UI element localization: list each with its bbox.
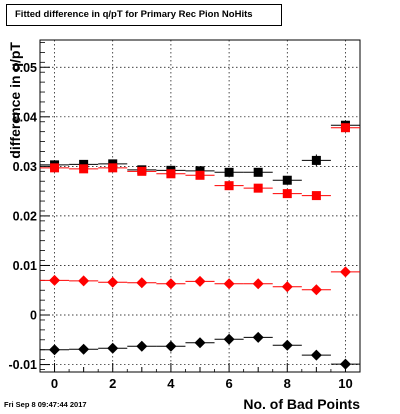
data-point-square [224, 181, 234, 191]
data-series [40, 123, 360, 201]
data-point-diamond [194, 337, 206, 349]
data-point-square [195, 170, 205, 180]
y-tick-label: 0 [30, 309, 37, 323]
data-point-square [108, 163, 118, 173]
data-point-square [253, 183, 263, 193]
data-point-square [50, 163, 60, 173]
y-tick-label: -0.01 [9, 358, 38, 372]
x-tick-label: 10 [338, 376, 352, 391]
data-point-diamond [310, 349, 322, 361]
data-point-square [340, 123, 350, 133]
data-point-diamond [310, 284, 322, 296]
data-point-diamond [107, 276, 119, 288]
data-point-square [224, 167, 234, 177]
y-tick-label: 0.03 [13, 160, 37, 174]
plot-frame [39, 39, 361, 373]
y-tick-label: 0.04 [13, 110, 37, 124]
data-point-diamond [49, 344, 61, 356]
data-point-diamond [194, 275, 206, 287]
data-point-diamond [78, 343, 90, 355]
data-point-square [282, 175, 292, 185]
data-point-diamond [281, 281, 293, 293]
chart-title: Fitted difference in q/pT for Primary Re… [6, 4, 282, 26]
y-axis-title: difference in q/pT [7, 42, 23, 159]
x-axis-title: No. of Bad Points [243, 396, 360, 412]
data-series [40, 266, 360, 296]
data-point-square [311, 155, 321, 165]
data-point-diamond [223, 333, 235, 345]
data-series [40, 331, 360, 370]
data-point-diamond [78, 275, 90, 287]
data-point-square [311, 191, 321, 201]
data-point-diamond [136, 340, 148, 352]
data-point-diamond [107, 342, 119, 354]
x-tick-label: 8 [284, 376, 291, 391]
data-point-square [79, 164, 89, 174]
data-point-square [253, 167, 263, 177]
data-point-square [137, 166, 147, 176]
x-tick-label: 4 [167, 376, 175, 391]
y-tick-label: 0.02 [13, 209, 37, 223]
data-point-diamond [339, 358, 351, 370]
y-tick-label: 0.01 [13, 259, 37, 273]
data-point-square [166, 169, 176, 179]
data-point-diamond [281, 339, 293, 351]
data-point-diamond [136, 277, 148, 289]
data-point-diamond [252, 331, 264, 343]
x-tick-label: 2 [109, 376, 116, 391]
data-point-diamond [252, 278, 264, 290]
x-tick-label: 0 [51, 376, 58, 391]
timestamp-footer: Fri Sep 8 09:47:44 2017 [4, 400, 87, 409]
y-tick-label: 0.05 [13, 61, 37, 75]
data-point-square [282, 189, 292, 199]
data-point-diamond [223, 278, 235, 290]
data-point-diamond [339, 266, 351, 278]
data-point-diamond [165, 340, 177, 352]
data-point-diamond [49, 274, 61, 286]
data-point-diamond [165, 278, 177, 290]
x-tick-label: 6 [225, 376, 232, 391]
